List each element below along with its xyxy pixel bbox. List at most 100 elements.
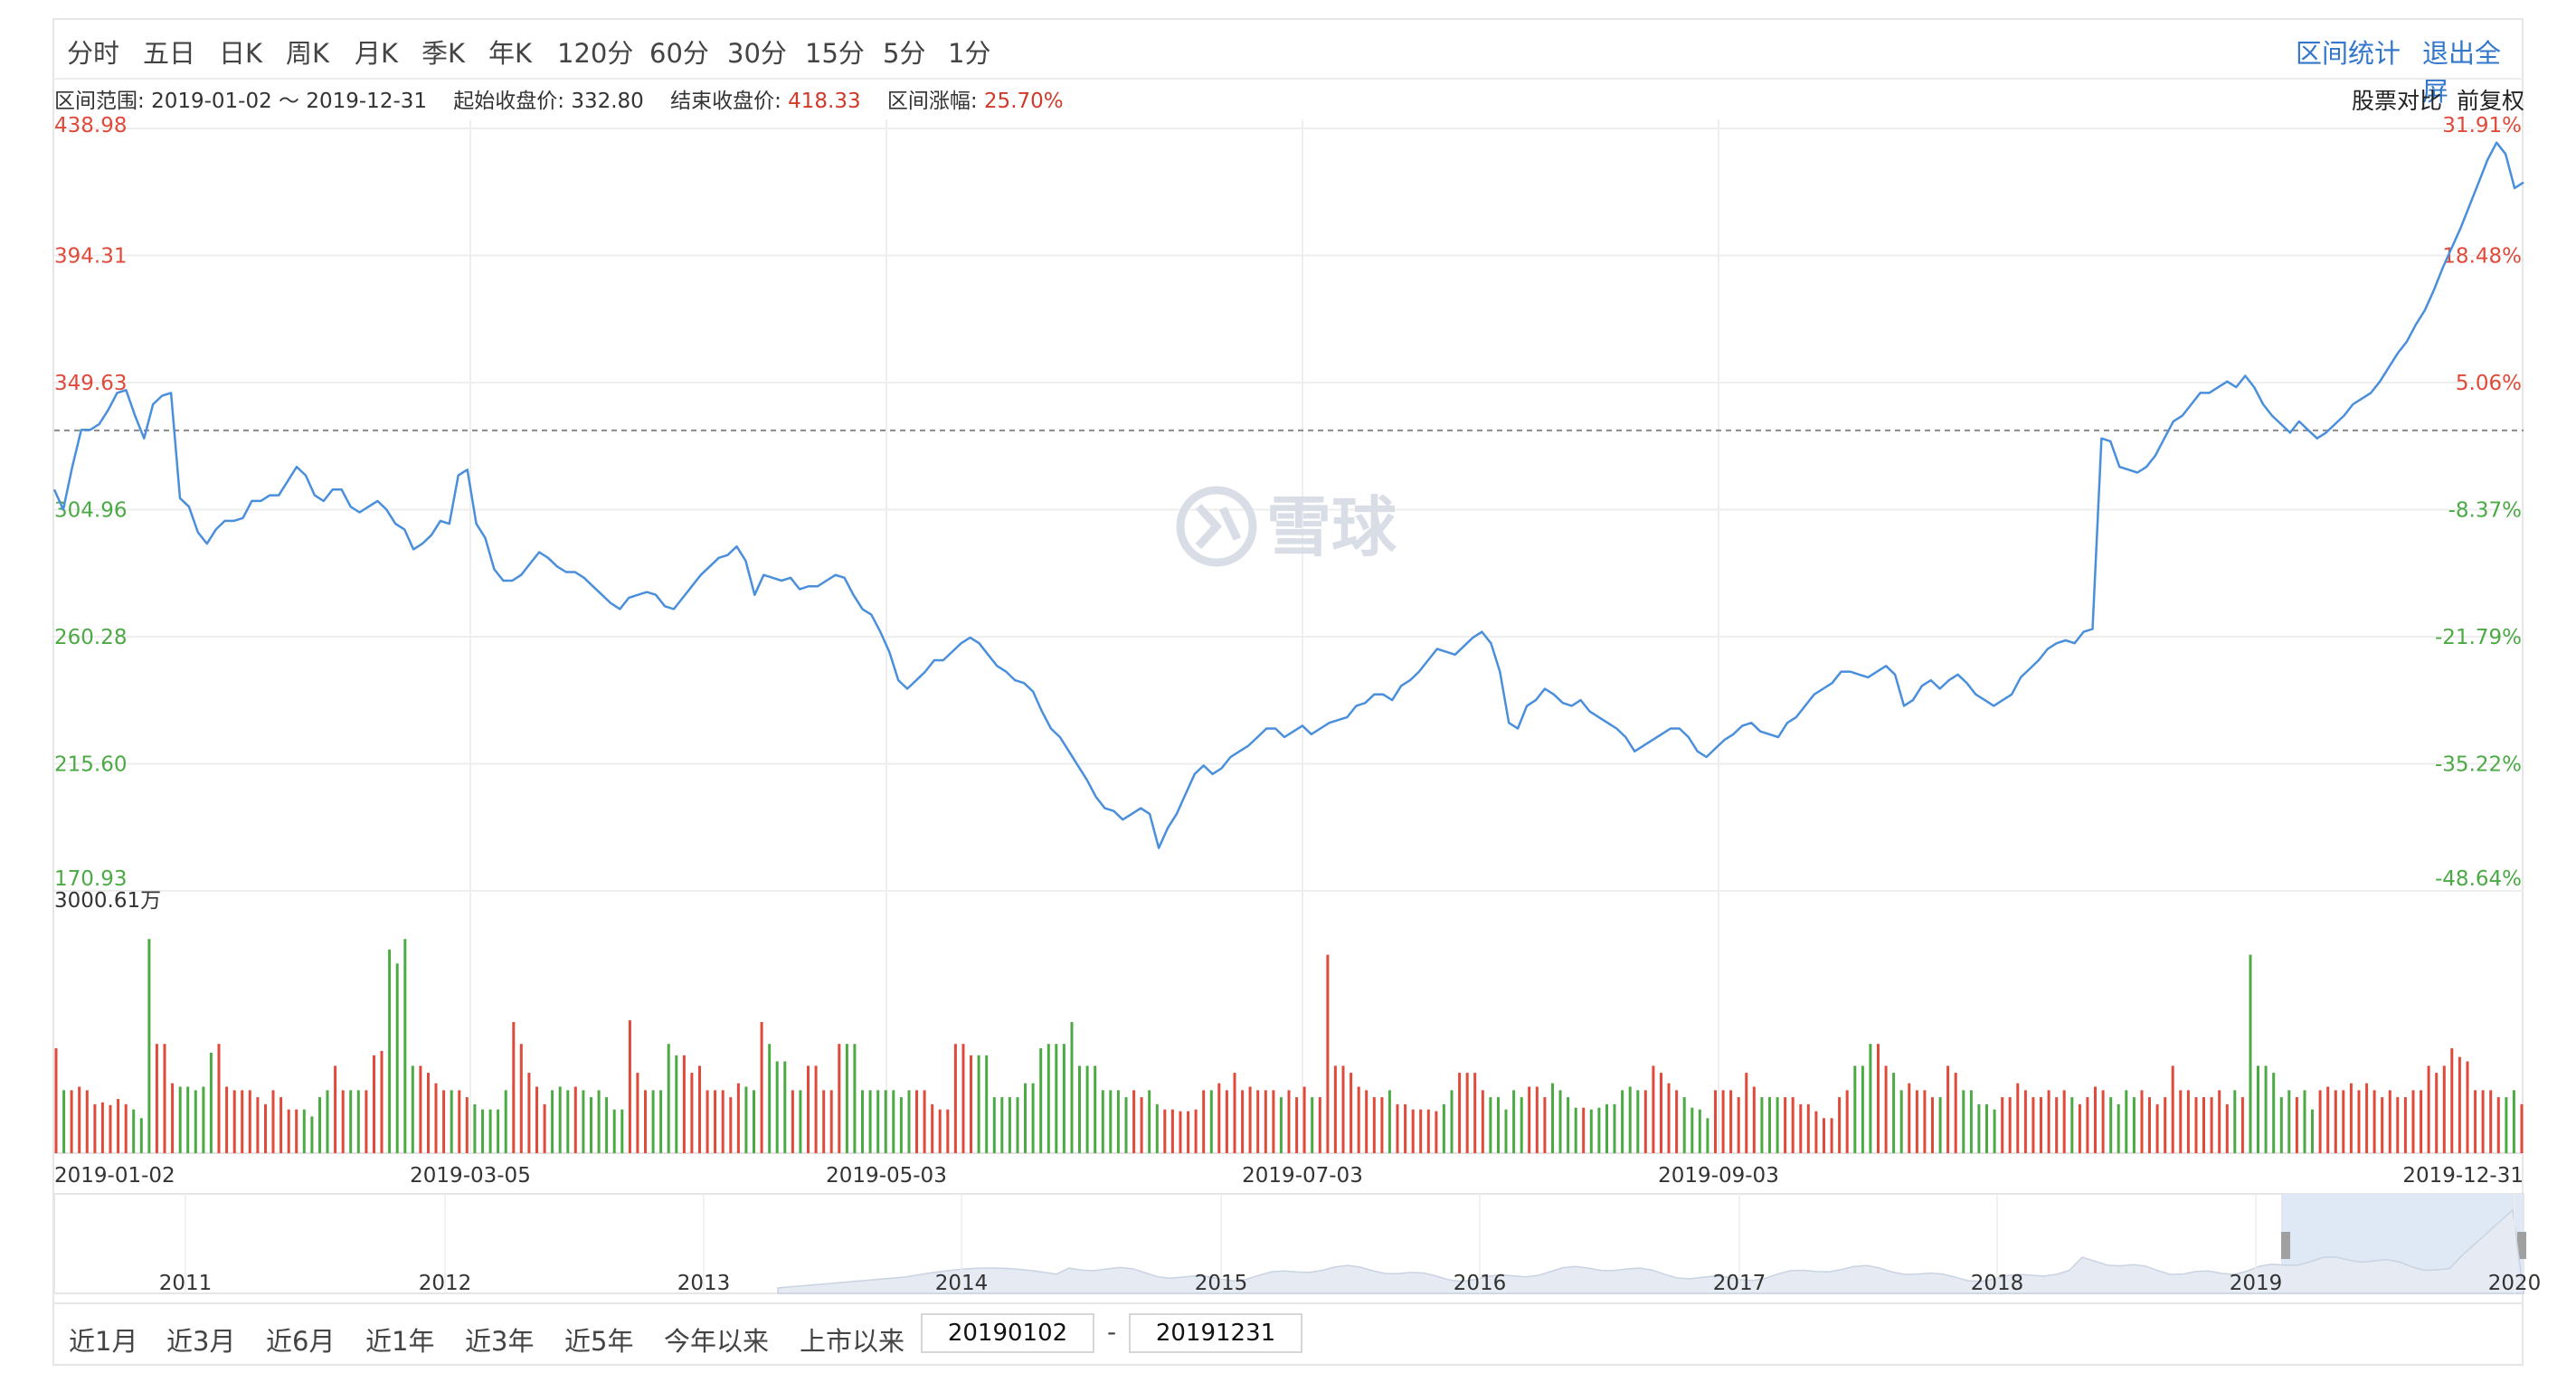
volume-bar bbox=[2427, 1065, 2430, 1153]
start-date-input[interactable]: 20190102 bbox=[921, 1313, 1094, 1353]
volume-bar bbox=[729, 1097, 733, 1153]
tab-quarter-k[interactable]: 季K bbox=[421, 38, 466, 69]
volume-bar bbox=[1458, 1073, 1462, 1153]
volume-bar bbox=[241, 1090, 244, 1153]
volume-bar bbox=[2403, 1097, 2407, 1153]
volume-bar bbox=[341, 1090, 345, 1153]
volume-bar bbox=[551, 1090, 554, 1153]
volume-bar bbox=[2349, 1083, 2353, 1153]
volume-bar bbox=[2303, 1090, 2306, 1153]
tab-month-k[interactable]: 月K bbox=[355, 38, 399, 69]
range-3y-button[interactable]: 近3年 bbox=[465, 1326, 535, 1357]
volume-bar bbox=[1148, 1090, 1151, 1153]
watermark-icon bbox=[1176, 486, 1257, 567]
tab-day-k[interactable]: 日K bbox=[219, 38, 263, 69]
volume-bar bbox=[1660, 1073, 1662, 1153]
volume-bar bbox=[155, 1044, 158, 1153]
tab-fenshi[interactable]: 分时 bbox=[67, 38, 120, 69]
volume-bar bbox=[302, 1109, 306, 1153]
volume-bar bbox=[1605, 1103, 1608, 1153]
stock-compare-button[interactable]: 股票对比 bbox=[2352, 88, 2443, 114]
price-tick-label: 260.28 bbox=[54, 626, 127, 649]
volume-bar bbox=[605, 1097, 609, 1153]
tab-120min[interactable]: 120分 bbox=[557, 38, 634, 69]
volume-bar bbox=[2311, 1109, 2314, 1153]
price-tick-label: 170.93 bbox=[54, 867, 127, 891]
volume-bar bbox=[1706, 1118, 1709, 1153]
range-ytd-button[interactable]: 今年以来 bbox=[664, 1326, 770, 1357]
volume-bar bbox=[1682, 1097, 1686, 1153]
volume-bar bbox=[868, 1090, 872, 1153]
volume-bar bbox=[1411, 1109, 1415, 1153]
volume-bar bbox=[334, 1065, 337, 1153]
x-axis: 2019-01-02 2019-03-05 2019-05-03 2019-07-03… bbox=[54, 1164, 2524, 1188]
tab-five-day[interactable]: 五日 bbox=[143, 38, 196, 69]
volume-bar bbox=[1497, 1097, 1500, 1153]
tab-15min[interactable]: 15分 bbox=[805, 38, 865, 69]
volume-bar bbox=[1055, 1044, 1058, 1153]
volume-bar bbox=[1597, 1107, 1601, 1153]
volume-bar bbox=[1473, 1073, 1477, 1153]
volume-bar bbox=[1528, 1086, 1531, 1153]
volume-bar bbox=[1295, 1097, 1299, 1153]
volume-bar bbox=[481, 1109, 484, 1153]
volume-bar bbox=[1993, 1109, 1996, 1153]
range-1y-button[interactable]: 近1年 bbox=[365, 1326, 435, 1357]
volume-bar bbox=[1721, 1090, 1725, 1153]
volume-bar bbox=[807, 1065, 810, 1153]
volume-bar bbox=[1318, 1097, 1321, 1153]
volume-bar bbox=[582, 1090, 585, 1153]
volume-bar bbox=[1233, 1073, 1236, 1153]
tab-60min[interactable]: 60分 bbox=[649, 38, 709, 69]
volume-bar bbox=[295, 1109, 298, 1153]
price-tick-label: 304.96 bbox=[54, 499, 127, 523]
percent-tick-label: 5.06% bbox=[2456, 372, 2522, 395]
volume-bar bbox=[1380, 1097, 1384, 1153]
volume-bar bbox=[2132, 1097, 2136, 1153]
volume-bar bbox=[2164, 1097, 2167, 1153]
range-6m-button[interactable]: 近6月 bbox=[266, 1326, 336, 1357]
price-tick-label: 349.63 bbox=[54, 372, 127, 395]
volume-bar bbox=[147, 939, 151, 1153]
volume-bar bbox=[558, 1086, 562, 1153]
volume-bar bbox=[458, 1090, 461, 1153]
adjust-mode-button[interactable]: 前复权 bbox=[2457, 88, 2525, 114]
volume-bar bbox=[1094, 1065, 1097, 1153]
volume-bar bbox=[310, 1116, 314, 1153]
tab-5min[interactable]: 5分 bbox=[883, 38, 926, 69]
volume-bar bbox=[744, 1086, 748, 1153]
range-5y-button[interactable]: 近5年 bbox=[564, 1326, 634, 1357]
volume-bar bbox=[721, 1090, 724, 1153]
volume-bar bbox=[736, 1083, 740, 1153]
tab-30min[interactable]: 30分 bbox=[727, 38, 787, 69]
volume-bar bbox=[2326, 1086, 2330, 1153]
volume-bar bbox=[1155, 1103, 1159, 1153]
volume-bar bbox=[473, 1103, 477, 1153]
tab-week-k[interactable]: 周K bbox=[286, 38, 330, 69]
range-stats-link[interactable]: 区间统计 bbox=[2296, 38, 2401, 69]
volume-bar bbox=[1745, 1073, 1748, 1153]
volume-bar bbox=[1884, 1065, 1888, 1153]
volume-bar bbox=[1264, 1090, 1267, 1153]
volume-bar bbox=[1435, 1111, 1438, 1153]
overview-year-label: 2014 bbox=[935, 1272, 989, 1295]
range-1m-button[interactable]: 近1月 bbox=[69, 1326, 138, 1357]
volume-bar bbox=[1946, 1065, 1950, 1153]
volume-bar bbox=[1326, 954, 1330, 1153]
overview-navigator[interactable]: 2011 2012 2013 2014 2015 2016 2017 2018 2019 2020 bbox=[53, 1193, 2541, 1295]
tab-1min[interactable]: 1分 bbox=[948, 38, 991, 69]
volume-bar bbox=[1628, 1086, 1632, 1153]
volume-bar bbox=[2411, 1090, 2415, 1153]
range-all-button[interactable]: 上市以来 bbox=[800, 1326, 905, 1357]
volume-bar bbox=[1861, 1065, 1864, 1153]
volume-bar bbox=[1194, 1109, 1198, 1153]
exit-fullscreen-link[interactable]: 退出全屏 bbox=[2422, 38, 2502, 107]
volume-bar bbox=[690, 1073, 694, 1153]
end-date-input[interactable]: 20191231 bbox=[1129, 1313, 1302, 1353]
volume-bar bbox=[256, 1097, 260, 1153]
volume-bar bbox=[85, 1090, 89, 1153]
percent-axis: 31.91% 18.48% 5.06% -8.37% -21.79% -35.22% -48… bbox=[2435, 114, 2522, 891]
range-3m-button[interactable]: 近3月 bbox=[166, 1326, 236, 1357]
tab-year-k[interactable]: 年K bbox=[488, 38, 533, 69]
volume-bar bbox=[829, 1090, 833, 1153]
